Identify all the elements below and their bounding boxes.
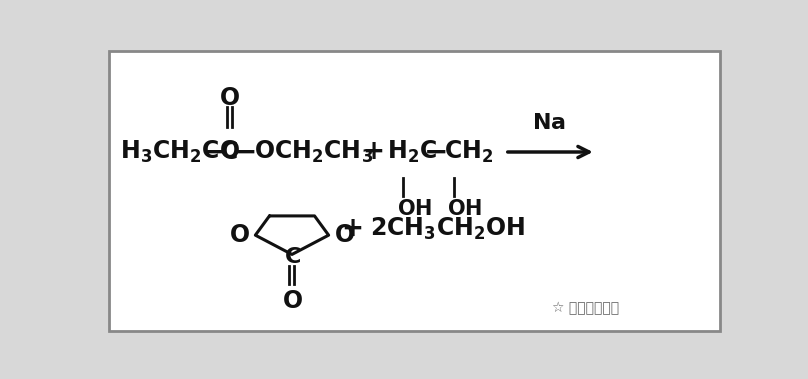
Text: $\mathbf{H_2C}$: $\mathbf{H_2C}$ bbox=[387, 139, 437, 165]
Text: $\mathbf{+}$: $\mathbf{+}$ bbox=[361, 139, 383, 165]
Text: $\mathbf{C}$: $\mathbf{C}$ bbox=[284, 247, 301, 267]
Text: $\mathbf{O}$: $\mathbf{O}$ bbox=[229, 223, 250, 247]
Text: $\mathbf{O}$: $\mathbf{O}$ bbox=[219, 86, 240, 110]
Text: $\mathbf{-}$: $\mathbf{-}$ bbox=[423, 138, 447, 166]
Text: ☆ 锂电联盟会长: ☆ 锂电联盟会长 bbox=[552, 301, 619, 315]
Text: $\mathbf{C}$: $\mathbf{C}$ bbox=[221, 140, 238, 164]
Text: $\mathbf{OH}$: $\mathbf{OH}$ bbox=[398, 199, 432, 219]
Text: $\mathbf{H_3CH_2CO}$: $\mathbf{H_3CH_2CO}$ bbox=[120, 139, 240, 165]
Text: $\mathbf{-}$: $\mathbf{-}$ bbox=[232, 138, 255, 166]
Text: $\mathbf{OH}$: $\mathbf{OH}$ bbox=[448, 199, 482, 219]
Text: $\mathbf{Na}$: $\mathbf{Na}$ bbox=[532, 113, 566, 133]
FancyBboxPatch shape bbox=[108, 51, 720, 332]
Text: $\mathbf{CH_2}$: $\mathbf{CH_2}$ bbox=[444, 139, 494, 165]
Text: $\mathbf{-}$: $\mathbf{-}$ bbox=[204, 138, 227, 166]
Text: $\mathbf{2CH_3CH_2OH}$: $\mathbf{2CH_3CH_2OH}$ bbox=[370, 216, 525, 243]
Text: $\mathbf{O}$: $\mathbf{O}$ bbox=[334, 223, 355, 247]
Text: $\mathbf{OCH_2CH_3}$: $\mathbf{OCH_2CH_3}$ bbox=[255, 139, 373, 165]
Text: $\mathbf{O}$: $\mathbf{O}$ bbox=[281, 289, 302, 313]
Text: $\mathbf{+}$: $\mathbf{+}$ bbox=[341, 216, 362, 242]
